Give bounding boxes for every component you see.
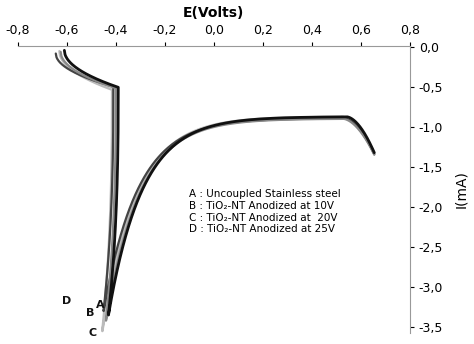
Text: B: B bbox=[86, 308, 94, 318]
X-axis label: E(Volts): E(Volts) bbox=[183, 6, 245, 20]
Y-axis label: I(mA): I(mA) bbox=[455, 171, 468, 208]
Text: C: C bbox=[89, 329, 97, 338]
Text: A : Uncoupled Stainless steel
B : TiO₂-NT Anodized at 10V
C : TiO₂-NT Anodized a: A : Uncoupled Stainless steel B : TiO₂-N… bbox=[189, 190, 341, 234]
Text: D: D bbox=[62, 297, 72, 307]
Text: A: A bbox=[96, 300, 104, 310]
